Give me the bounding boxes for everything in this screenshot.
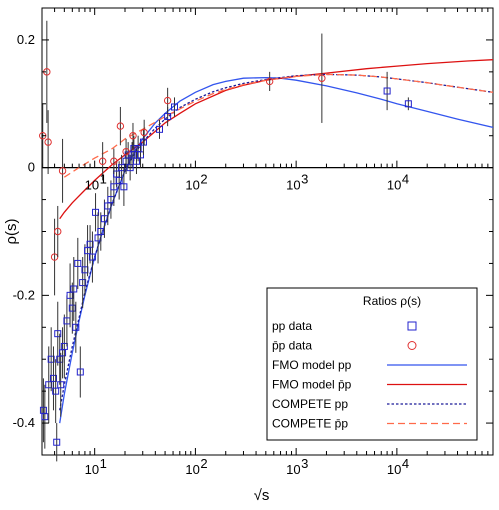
pbarp-data-point: [265, 77, 274, 86]
pbarp-data-point: [58, 167, 67, 175]
pp-data-point: [68, 304, 76, 312]
pp-data-point: [52, 387, 60, 395]
pp-data-point: [45, 381, 53, 389]
pp-data-point: [86, 240, 94, 248]
legend-entry-label: FMO model pp: [272, 358, 352, 372]
pbarp-data-point: [116, 122, 125, 130]
legend-circle-marker: [407, 341, 417, 350]
x-tick-exponent: 2: [200, 172, 207, 187]
y-tick-label: -0.2: [13, 287, 35, 302]
pbarp-data-point: [98, 157, 107, 165]
x-tick-exponent: 4: [402, 456, 409, 471]
x-tick-exponent: 1: [100, 456, 107, 471]
pp-data-point: [54, 330, 62, 338]
model-curve: [59, 76, 494, 424]
pp-data-point: [74, 259, 82, 267]
legend-box: [266, 287, 478, 441]
pp-data-point: [383, 87, 391, 95]
x-tick-label: 10 3: [286, 456, 308, 477]
pp-data-point: [57, 381, 65, 389]
pp-data-point: [72, 323, 80, 331]
pbarp-data-point: [318, 74, 326, 82]
x-tick-exponent: 4: [402, 172, 409, 187]
pp-data-point: [70, 285, 78, 293]
legend-entry-label: pp data: [272, 319, 312, 333]
zero-line-tick-label: 10 3: [286, 172, 308, 193]
model-curve: [59, 59, 494, 220]
x-tick-base: 10: [185, 178, 199, 193]
legend-square-marker: [407, 321, 417, 331]
zero-line-tick-label: 10 1: [85, 172, 107, 193]
model-curve: [63, 73, 494, 178]
x-tick-exponent: 3: [301, 456, 308, 471]
pp-data-point: [49, 374, 57, 382]
pp-data-point: [170, 103, 178, 111]
x-tick-base: 10: [286, 462, 300, 477]
x-tick-base: 10: [387, 178, 401, 193]
pbarp-data-point: [54, 227, 62, 236]
x-tick-base: 10: [85, 462, 99, 477]
pp-data-point: [115, 176, 123, 184]
pbarp-data-point: [163, 96, 172, 105]
pp-data-point: [97, 228, 105, 235]
pbarp-data-point: [110, 157, 118, 165]
pp-data-point: [88, 253, 96, 261]
y-tick-label: 0.2: [17, 32, 35, 47]
pp-data-point: [155, 125, 163, 133]
pbarp-data-point: [140, 128, 148, 137]
pp-data-point: [132, 157, 140, 165]
y-tick-label: -0.4: [13, 415, 35, 430]
y-axis-title: ρ(s): [3, 218, 20, 244]
legend-entry-label: COMPETE p̄p: [272, 417, 348, 431]
pp-data-point: [47, 355, 55, 363]
x-tick-base: 10: [387, 462, 401, 477]
x-tick-exponent: 3: [301, 172, 308, 187]
pp-data-point: [53, 438, 61, 446]
pbarp-data-point: [44, 138, 52, 146]
pp-data-point: [164, 113, 172, 121]
pp-data-point: [79, 279, 87, 287]
x-tick-exponent: 2: [200, 456, 207, 471]
x-tick-exponent: 1: [100, 172, 107, 187]
x-tick-base: 10: [85, 178, 99, 193]
pp-data-point: [120, 183, 128, 191]
pbarp-data-point: [122, 147, 130, 156]
pp-data-point: [66, 291, 74, 299]
x-axis-title: √s: [254, 487, 270, 504]
pp-data-point: [126, 164, 134, 172]
x-tick-label: 10 2: [185, 456, 207, 477]
pp-data-point: [404, 100, 412, 108]
legend-entry-label: COMPETE pp: [272, 397, 348, 411]
x-tick-base: 10: [185, 462, 199, 477]
legend-entry-label: p̄p data: [272, 339, 312, 353]
pp-data-point: [41, 413, 49, 421]
pp-data-point: [139, 138, 147, 146]
zero-line-tick-label: 10 2: [185, 172, 207, 193]
legend-title: Ratios ρ(s): [363, 294, 421, 308]
y-tick-label: 0: [28, 160, 35, 175]
x-tick-label: 10 4: [387, 456, 409, 477]
pbarp-data-point: [129, 132, 137, 140]
legend-entry-label: FMO model p̄p: [272, 378, 352, 392]
x-tick-label: 10 1: [85, 456, 107, 477]
x-tick-base: 10: [286, 178, 300, 193]
zero-line-tick-label: 10 4: [387, 172, 409, 193]
pp-data-point: [76, 368, 84, 376]
